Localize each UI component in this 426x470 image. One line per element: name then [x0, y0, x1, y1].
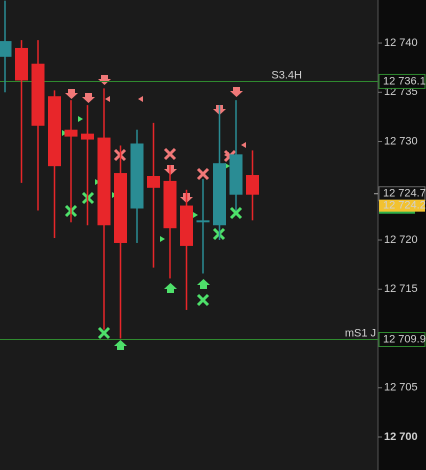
candle-body — [114, 173, 127, 243]
y-tick-label: 12 700 — [384, 431, 418, 443]
candle-body — [163, 180, 177, 229]
candle-body — [15, 47, 28, 81]
candle-body — [64, 129, 78, 137]
y-tick-label: 12 720 — [384, 234, 418, 246]
candle-body — [31, 63, 45, 126]
candle-body — [213, 163, 226, 226]
candle-body — [246, 175, 259, 195]
y-tick-label: 12 705 — [384, 382, 418, 394]
y-tick-label: 12 740 — [384, 37, 418, 49]
bid-price-tag — [379, 199, 425, 212]
candle-body — [147, 176, 160, 188]
level-name: mS1 J — [345, 327, 376, 339]
level-name: S3.4H — [271, 69, 302, 81]
candle-body — [81, 133, 94, 140]
candle-body — [0, 41, 12, 57]
candle-body — [196, 220, 210, 223]
candle-body — [229, 154, 243, 195]
candle-body — [130, 143, 144, 209]
bid-price-label: 12 724.2 — [383, 200, 426, 212]
candle-body — [48, 96, 61, 167]
y-tick-label: 12 730 — [384, 135, 418, 147]
level-tag-label: 12 709.9 — [383, 333, 426, 345]
candle-body — [97, 137, 111, 226]
y-tick-label: 12 735 — [384, 86, 418, 98]
candle-body — [180, 205, 193, 246]
level-tag-label: 12 736.1 — [383, 75, 426, 87]
level-tag — [378, 73, 426, 89]
level-tag — [378, 331, 426, 347]
last-price-label: 12 724.7 — [383, 188, 426, 200]
y-tick-label: 12 715 — [384, 283, 418, 295]
